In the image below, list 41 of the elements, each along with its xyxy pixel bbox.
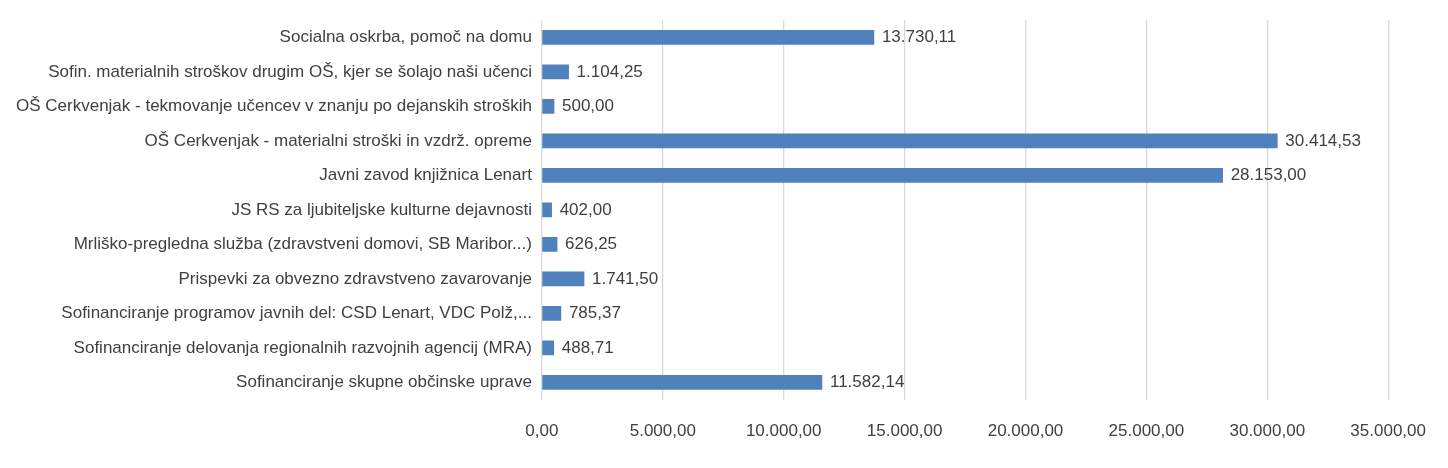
y-tick-label: OŠ Cerkvenjak - tekmovanje učencev v znanju po dejanskih stroških [16,96,532,116]
data-label: 500,00 [562,96,615,116]
y-tick-label: Sofinanciranje delovanja regionalnih razvojnih agencij (MRA) [73,337,532,357]
bar [542,271,585,287]
data-label: 13.730,11 [881,27,957,47]
x-tick-label: 5.000,00 [629,421,696,441]
y-tick-label: Sofinanciranje skupne občinske uprave [236,372,532,392]
bar [542,30,875,45]
data-label: 11.582,14 [829,372,905,392]
x-tick-label: 30.000,00 [1229,421,1306,441]
bar [542,237,558,252]
bar [542,99,555,114]
y-tick-label: Socialna oskrba, pomoč na domu [279,27,532,47]
x-tick-label: 35.000,00 [1350,421,1427,441]
bar [542,340,555,356]
data-label: 30.414,53 [1285,130,1361,150]
x-tick-label: 25.000,00 [1108,421,1185,441]
data-label: 1.741,50 [592,268,659,288]
x-tick-label: 20.000,00 [987,421,1064,441]
y-tick-label: OŠ Cerkvenjak - materialni stroški in vzdrž. opreme [144,130,532,150]
bar [542,375,823,390]
data-label: 402,00 [559,199,612,219]
bar [542,64,569,80]
y-tick-label: Prispevki za obvezno zdravstveno zavarovanje [178,268,532,288]
y-tick-label: Sofin. materialnih stroškov drugim OŠ, kjer se šolajo naši učenci [48,61,532,81]
data-label: 785,37 [568,303,621,323]
bar [542,202,552,218]
y-tick-label: JS RS za ljubiteljske kulturne dejavnosti [231,199,532,219]
y-tick-label: Mrliško-pregledna služba (zdravstveni domovi, SB Maribor...) [73,234,532,254]
bar [542,133,1278,149]
data-label: 626,25 [565,234,618,254]
data-label: 28.153,00 [1230,165,1307,185]
x-tick-label: 15.000,00 [866,421,943,441]
y-tick-label: Sofinanciranje programov javnih del: CSD Lenart, VDC Polž,... [61,303,532,323]
data-label: 1.104,25 [576,61,643,81]
y-tick-label: Javni zavod knjižnica Lenart [319,165,533,185]
data-label: 488,71 [561,337,614,357]
x-tick-label: 0,00 [525,421,559,441]
bar [542,306,562,321]
bar [542,168,1223,183]
x-tick-label: 10.000,00 [745,421,822,441]
